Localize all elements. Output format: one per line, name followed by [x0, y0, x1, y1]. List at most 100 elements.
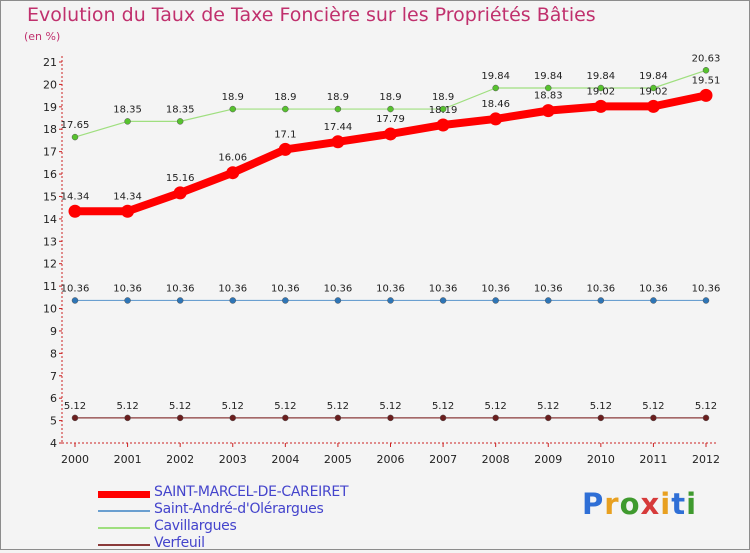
- data-point: [702, 297, 710, 304]
- data-label: 5.12: [695, 401, 717, 412]
- data-label: 5.12: [116, 401, 138, 412]
- labels-layer: 14.34 14.3415.1616.0617.117.4417.7918.191…: [61, 53, 721, 412]
- data-label: 18.9: [274, 92, 296, 103]
- data-point: [439, 297, 447, 304]
- data-point: [492, 414, 499, 422]
- data-point: [545, 84, 552, 92]
- data-label: 5.12: [274, 401, 296, 412]
- x-tick-label: 2012: [692, 453, 720, 466]
- data-point: [176, 118, 184, 125]
- x-tick-label: 2009: [534, 453, 562, 466]
- data-label: 18.35: [166, 104, 195, 115]
- data-label: 5.12: [169, 401, 191, 412]
- legend-swatch: [98, 527, 150, 529]
- proxiti-logo: Proxiti: [582, 487, 697, 521]
- data-label: 14.34: [113, 191, 142, 202]
- data-label: 5.12: [642, 401, 664, 412]
- y-tick-label: 20: [43, 78, 57, 91]
- data-label: 10.36: [113, 283, 142, 294]
- y-tick-label: 5: [50, 415, 57, 428]
- x-tick-label: 2011: [639, 453, 667, 466]
- data-point: [597, 414, 605, 422]
- data-label: 5.12: [485, 401, 507, 412]
- data-label: 10.36: [218, 283, 247, 294]
- data-label: 19.51: [692, 75, 721, 86]
- data-point: [650, 84, 657, 92]
- logo-letter: i: [660, 487, 672, 521]
- data-point: [439, 105, 447, 113]
- data-label: 10.36: [324, 283, 353, 294]
- x-tick-label: 2010: [587, 453, 615, 466]
- data-point: [229, 105, 236, 113]
- data-label: 10.36: [166, 283, 195, 294]
- legend-swatch: [98, 544, 150, 546]
- x-tick-label: 2007: [429, 453, 457, 466]
- data-label: 19.84: [481, 71, 510, 82]
- data-point: [278, 142, 292, 156]
- labels-series-1: 10.36 10.36 10.36 10.36 10.36 10.36 10.36 10.36…: [61, 283, 721, 294]
- data-label: 5.12: [537, 401, 559, 412]
- series-1: [71, 297, 710, 304]
- labels-series-0: 14.34 14.34 15.16 16.06 17.1 17.44 17.79 18.19 1…: [61, 75, 721, 202]
- y-tick-label: 17: [43, 146, 57, 159]
- x-tick-label: 2008: [482, 453, 510, 466]
- labels-series-3: 5.12 5.12 5.12 5.12 5.12 5.12 5.12 5.12 5.12 5.12…: [64, 401, 717, 412]
- data-label: 18.83: [534, 91, 563, 102]
- data-label: 16.06: [218, 153, 247, 164]
- data-point: [492, 297, 499, 304]
- data-point: [229, 414, 236, 422]
- data-label: 19.84: [639, 71, 668, 82]
- data-label: 18.9: [379, 92, 401, 103]
- data-label: 15.16: [166, 173, 195, 184]
- y-tick-label: 21: [43, 56, 57, 69]
- legend-swatch: [98, 490, 150, 498]
- series-3: [71, 414, 710, 422]
- y-tick-label: 19: [43, 101, 57, 114]
- data-label: 10.36: [376, 283, 405, 294]
- series-2: [71, 67, 710, 141]
- data-point: [334, 414, 342, 422]
- data-point: [387, 414, 394, 422]
- axes: 4 5 6 7 8 9 10 11 12 13 14 15 16 17 18 19 20 21 2000 2001 20…: [43, 56, 720, 466]
- data-label: 19.84: [534, 71, 563, 82]
- data-point: [331, 135, 345, 149]
- y-tick-label: 7: [50, 370, 57, 383]
- data-label: 5.12: [432, 401, 454, 412]
- data-label: 17.79: [376, 114, 405, 125]
- data-label: 5.12: [379, 401, 401, 412]
- y-tick-label: 6: [50, 392, 57, 405]
- data-point: [702, 67, 710, 74]
- legend-label: Cavillargues: [154, 518, 237, 534]
- y-tick-label: 10: [43, 303, 57, 316]
- data-point: [702, 414, 710, 422]
- data-label: 18.9: [327, 92, 349, 103]
- data-point: [71, 297, 79, 304]
- data-point: [650, 414, 657, 422]
- data-label: 10.36: [587, 283, 616, 294]
- data-label: 17.65: [61, 120, 90, 131]
- data-point: [282, 105, 289, 113]
- data-point: [176, 414, 184, 422]
- data-point: [124, 118, 131, 125]
- data-point: [68, 204, 82, 218]
- legend-label: Saint-André-d'Olérargues: [154, 501, 324, 517]
- y-tick-label: 8: [50, 347, 57, 360]
- data-label: 5.12: [327, 401, 349, 412]
- data-point: [545, 297, 552, 304]
- data-label: 18.35: [113, 104, 142, 115]
- y-tick-label: 9: [50, 325, 57, 338]
- logo-letter: x: [640, 487, 661, 521]
- data-label: 5.12: [222, 401, 244, 412]
- data-label: 5.12: [64, 401, 86, 412]
- data-point: [124, 297, 131, 304]
- data-point: [71, 414, 79, 422]
- data-label: 10.36: [271, 283, 300, 294]
- data-label: 19.84: [587, 71, 616, 82]
- data-point: [387, 105, 394, 113]
- data-point: [439, 414, 447, 422]
- x-tick-label: 2002: [166, 453, 194, 466]
- data-label: 18.46: [481, 99, 510, 110]
- data-point: [436, 118, 450, 132]
- labels-series-2: 17.65 18.35 18.35 18.9 18.9 18.9 18.9 18.9 19.84…: [61, 53, 721, 131]
